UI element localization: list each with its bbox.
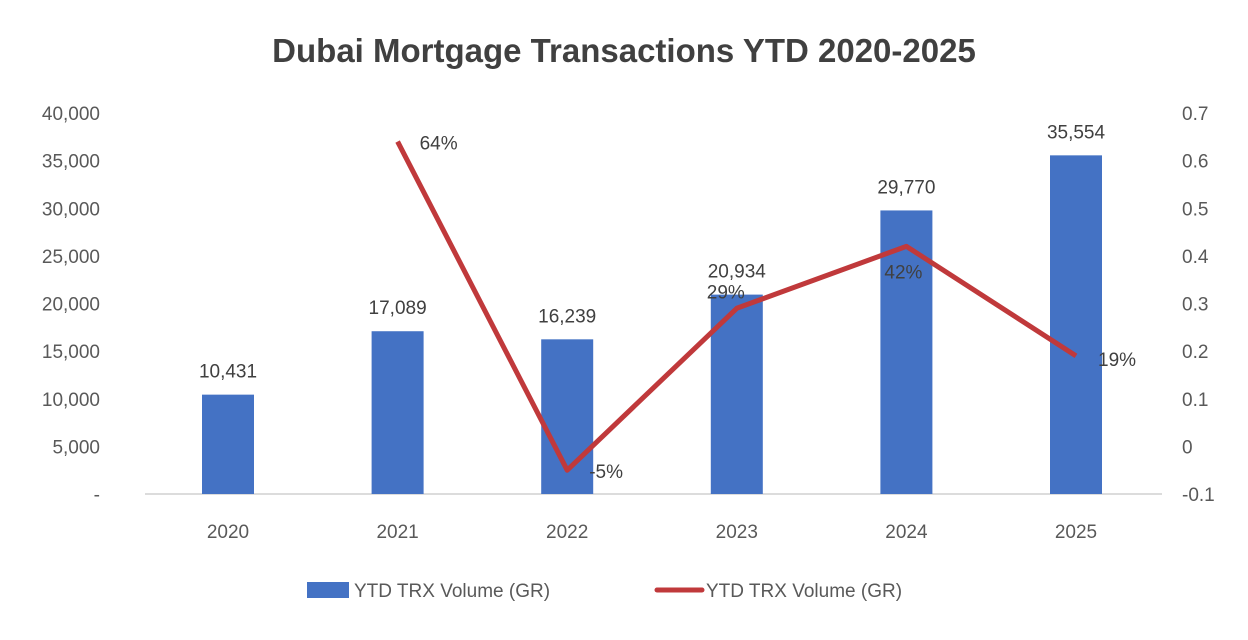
legend-bar-swatch [307, 582, 349, 598]
x-tick-label: 2022 [546, 522, 588, 543]
bar-2025 [1050, 155, 1102, 494]
left-tick-label: 40,000 [42, 104, 100, 125]
bar-2020 [202, 395, 254, 494]
right-tick-label: 0.4 [1182, 247, 1209, 268]
bar-data-label: 16,239 [538, 306, 596, 327]
line-data-label: 42% [884, 262, 922, 283]
bar-data-label: 17,089 [369, 298, 427, 319]
x-tick-label: 2025 [1055, 522, 1097, 543]
line-data-label: 19% [1098, 350, 1136, 371]
right-tick-label: -0.1 [1182, 485, 1215, 506]
bar-data-label: 29,770 [877, 177, 935, 198]
line-data-label: 29% [707, 282, 745, 303]
x-tick-label: 2020 [207, 522, 249, 543]
left-tick-label: 10,000 [42, 390, 100, 411]
bar-data-label: 20,934 [708, 262, 767, 283]
x-tick-label: 2024 [885, 522, 928, 543]
left-tick-label: 5,000 [52, 437, 100, 458]
x-tick-label: 2023 [716, 522, 758, 543]
legend-line-label: YTD TRX Volume (GR) [706, 581, 902, 602]
right-tick-label: 0.3 [1182, 295, 1208, 316]
left-tick-label: 20,000 [42, 295, 100, 316]
right-tick-label: 0.6 [1182, 152, 1208, 173]
left-tick-label: 25,000 [42, 247, 100, 268]
left-tick-label: 15,000 [42, 342, 100, 363]
legend-bar-label: YTD TRX Volume (GR) [354, 581, 550, 602]
bar-data-label: 35,554 [1047, 122, 1106, 143]
right-tick-label: 0.2 [1182, 342, 1208, 363]
left-tick-label: 30,000 [42, 199, 100, 220]
right-tick-label: 0.5 [1182, 199, 1208, 220]
x-tick-label: 2021 [376, 522, 418, 543]
bar-2021 [372, 331, 424, 494]
line-data-label: -5% [589, 462, 623, 483]
legend: YTD TRX Volume (GR) YTD TRX Volume (GR) [307, 581, 902, 602]
left-tick-label: 35,000 [42, 152, 100, 173]
bar-data-label: 10,431 [199, 362, 257, 383]
chart-title: Dubai Mortgage Transactions YTD 2020-202… [272, 32, 976, 69]
right-tick-label: 0.1 [1182, 390, 1208, 411]
left-tick-label: - [94, 485, 100, 506]
line-data-label: 64% [420, 134, 458, 155]
right-tick-label: 0 [1182, 437, 1193, 458]
right-tick-label: 0.7 [1182, 104, 1208, 125]
